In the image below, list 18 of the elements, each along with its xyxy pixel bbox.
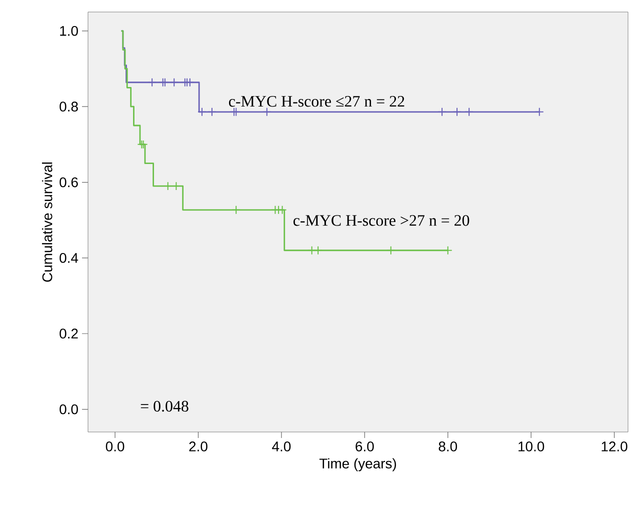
x-tick-label: 0.0	[106, 442, 124, 452]
y-axis-title: Cumulative survival	[42, 162, 52, 282]
x-tick-label: 12.0	[602, 442, 628, 452]
y-tick-label: 0.2	[60, 328, 78, 339]
x-tick-label: 4.0	[272, 442, 291, 452]
y-tick-label: 0.4	[60, 252, 78, 263]
annotation: c-MYC H-score ≤27 n = 22	[229, 96, 404, 107]
x-axis-title: Time (years)	[319, 458, 396, 472]
annotation: c-MYC H-score >27 n = 20	[293, 215, 470, 226]
annotation: = 0.048	[140, 400, 188, 412]
x-tick-label: 6.0	[356, 442, 374, 452]
x-tick-label: 10.0	[518, 442, 544, 452]
x-tick-label: 8.0	[438, 442, 458, 452]
y-tick-label: 0.8	[60, 102, 78, 112]
y-tick-label: 0.0	[60, 404, 78, 414]
y-tick-label: 1.0	[60, 26, 78, 36]
y-tick-label: 0.6	[60, 177, 78, 188]
x-tick-label: 2.0	[189, 442, 208, 452]
